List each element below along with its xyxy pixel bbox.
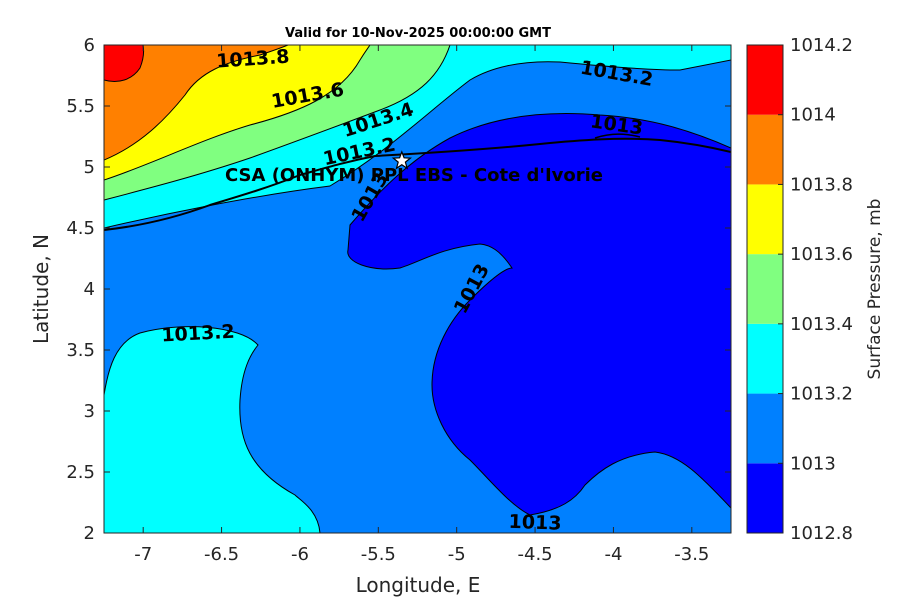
contour-label: 1013.8 — [216, 46, 291, 73]
coastline-lagoon — [594, 133, 641, 139]
y-tick-label: 2 — [84, 523, 95, 544]
colorbar-swatch — [747, 45, 783, 115]
x-axis-title: Longitude, E — [356, 573, 481, 597]
y-tick-label: 5 — [84, 157, 95, 178]
colorbar-tick-label: 1014 — [790, 105, 836, 126]
contour-label: 1013 — [508, 511, 562, 535]
x-tick-label: -3.5 — [674, 544, 709, 565]
y-tick-label: 4.5 — [66, 218, 95, 239]
y-tick-label: 4 — [84, 279, 95, 300]
colorbar-tick-label: 1014.2 — [790, 35, 853, 56]
y-tick-label: 6 — [84, 35, 95, 56]
star-icon — [391, 150, 413, 170]
contour-fill-area — [104, 45, 731, 533]
x-tick-label: -6 — [291, 544, 309, 565]
y-tick-label: 3.5 — [66, 340, 95, 361]
colorbar-frame — [746, 44, 784, 534]
colorbar-tick-label: 1013.2 — [790, 384, 853, 405]
colorbar-tick-label: 1013 — [790, 453, 836, 474]
coastline — [104, 137, 731, 231]
colorbar-title: Surface Pressure, mb — [865, 199, 885, 380]
colorbar-swatch — [747, 393, 783, 464]
site-label: CSA (ONHYM) PPL EBS - Cote d'Ivorie — [225, 165, 603, 186]
colorbar-swatch — [747, 184, 783, 255]
x-tick-label: -4 — [604, 544, 622, 565]
x-tick-label: -5 — [448, 544, 466, 565]
band-1013.8-1014 — [104, 45, 289, 161]
y-tick-label: 5.5 — [66, 96, 95, 117]
y-tick-label: 2.5 — [66, 462, 95, 483]
x-tick-label: -7 — [134, 544, 152, 565]
y-axis: 2 2.5 3 3.5 4 4.5 5 5.5 6 — [66, 35, 731, 544]
colorbar-tick-label: 1012.8 — [790, 523, 853, 544]
x-tick-label: -5.5 — [361, 544, 396, 565]
colorbar-tick-label: 1013.4 — [790, 314, 853, 335]
contour-labels: 1013.81013.61013.41013.21013.21013101310… — [161, 46, 655, 535]
colorbar-swatch — [747, 114, 783, 185]
colorbar-swatch — [747, 463, 783, 533]
colorbar-swatch — [747, 323, 783, 394]
colorbar-swatch — [747, 254, 783, 324]
contour-label: 1013.2 — [161, 321, 235, 347]
colorbar-tick-label: 1013.6 — [790, 244, 853, 265]
x-tick-label: -4.5 — [518, 544, 553, 565]
site-marker: CSA (ONHYM) PPL EBS - Cote d'Ivorie — [225, 150, 603, 186]
y-tick-label: 3 — [84, 401, 95, 422]
band-1012.8-1013 — [347, 113, 731, 516]
plot-title: Valid for 10-Nov-2025 00:00:00 GMT — [285, 26, 551, 41]
x-axis: -7 -6.5 -6 -5.5 -5 -4.5 -4 -3.5 — [134, 45, 709, 565]
colorbar-tick-label: 1013.8 — [790, 174, 853, 195]
y-axis-title: Latitude, N — [29, 234, 53, 344]
x-tick-label: -6.5 — [204, 544, 239, 565]
colorbar: 1012.8 1013 1013.2 1013.4 1013.6 1013.8 1014 10… — [746, 35, 853, 544]
